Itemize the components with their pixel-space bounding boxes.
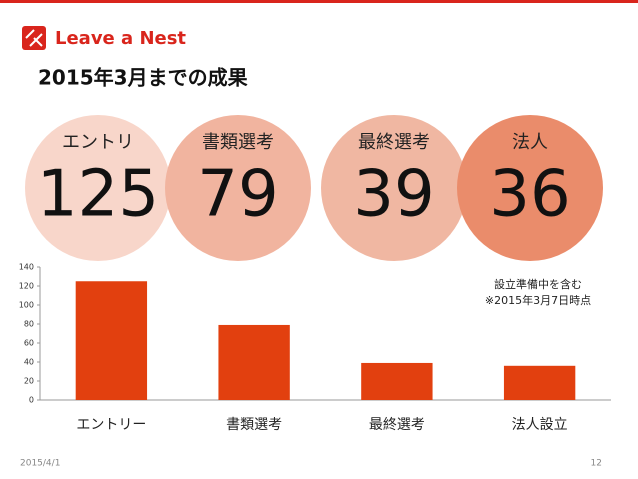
stat-number: 79 bbox=[197, 158, 278, 232]
page-number: 12 bbox=[591, 459, 602, 469]
stat-circle bbox=[25, 115, 171, 261]
brand: Leave a Nest bbox=[55, 28, 186, 49]
x-tick-label: 法人設立 bbox=[512, 417, 568, 433]
y-tick-label: 20 bbox=[24, 377, 34, 386]
y-tick-label: 80 bbox=[24, 320, 34, 329]
y-tick-label: 140 bbox=[19, 263, 34, 272]
y-tick-label: 120 bbox=[19, 282, 34, 291]
bar bbox=[361, 362, 433, 400]
footer-date: 2015/4/1 bbox=[20, 459, 60, 469]
stat-circle bbox=[321, 115, 467, 261]
y-tick-label: 0 bbox=[29, 396, 34, 405]
y-tick-label: 100 bbox=[19, 301, 34, 310]
stat-number: 125 bbox=[37, 158, 159, 232]
stat-number: 39 bbox=[353, 158, 434, 232]
stat-circle bbox=[457, 115, 603, 261]
stat-label: 最終選考 bbox=[358, 132, 430, 153]
bar bbox=[75, 281, 148, 400]
stat-label: 書類選考 bbox=[202, 132, 274, 153]
x-tick-label: エントリー bbox=[76, 417, 146, 433]
annotation: 設立準備中を含む bbox=[494, 277, 582, 291]
annotation: ※2015年3月7日時点 bbox=[485, 293, 591, 307]
stat-number: 36 bbox=[489, 158, 570, 232]
slide-title: 2015年3月までの成果 bbox=[38, 66, 248, 90]
y-tick-label: 60 bbox=[24, 339, 34, 348]
bar bbox=[218, 324, 290, 400]
y-tick-label: 40 bbox=[24, 358, 34, 367]
stat-label: エントリ bbox=[62, 132, 134, 153]
x-tick-label: 最終選考 bbox=[369, 417, 425, 433]
stat-circle bbox=[165, 115, 311, 261]
bar bbox=[503, 365, 576, 400]
top-rule bbox=[0, 0, 638, 3]
logo-icon bbox=[22, 26, 46, 50]
stat-label: 法人 bbox=[512, 132, 548, 153]
x-tick-label: 書類選考 bbox=[226, 417, 282, 433]
